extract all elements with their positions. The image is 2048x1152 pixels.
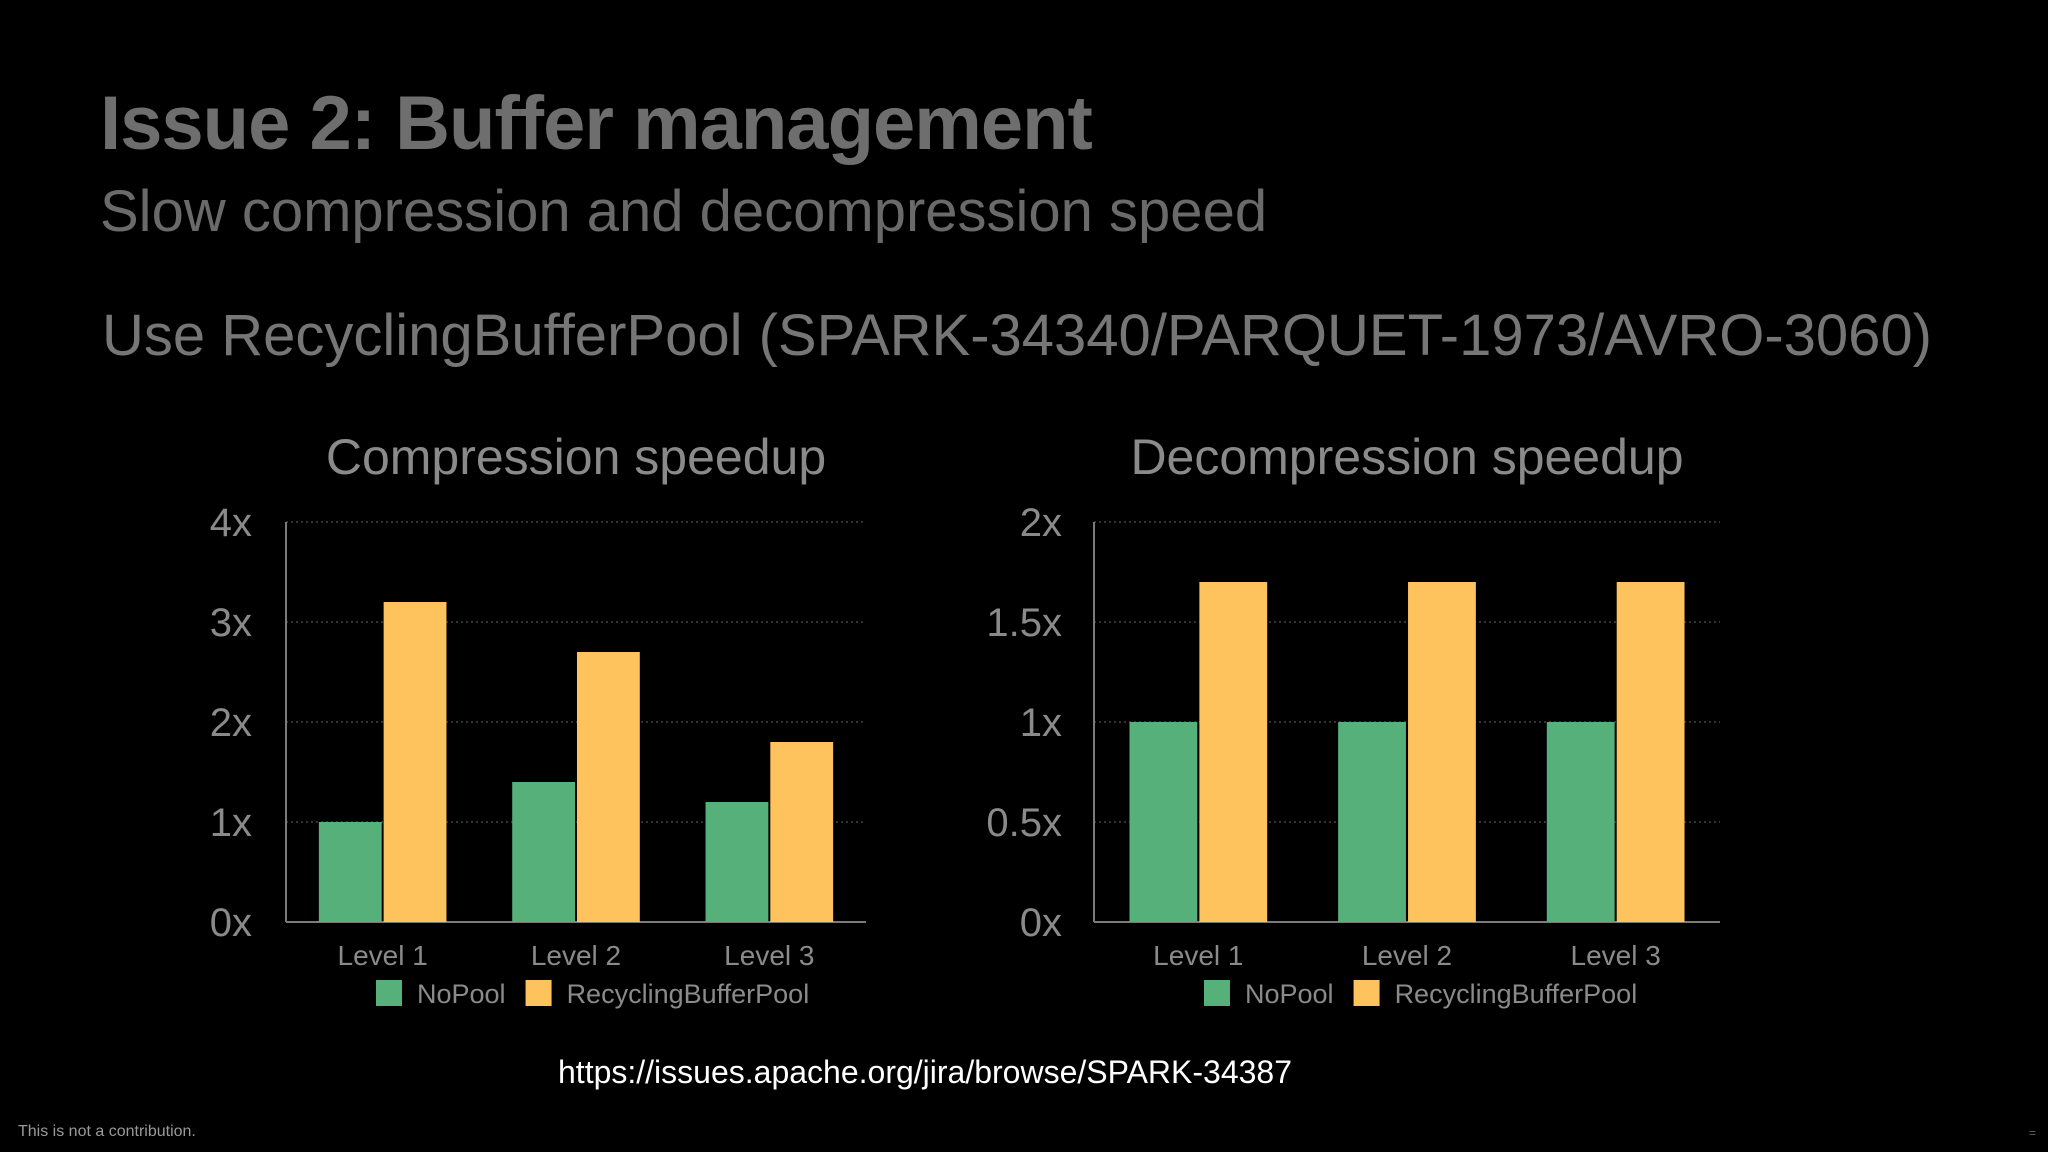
chart2-bar-recycling-1	[1199, 582, 1268, 922]
chart1-legend-swatch-nopool	[376, 980, 402, 1006]
slide-heading: Use RecyclingBufferPool (SPARK-34340/PAR…	[102, 303, 1932, 368]
chart2-bar-nopool-3	[1546, 722, 1615, 922]
chart2-y-tick-label: 0x	[1020, 901, 1062, 945]
chart2-bar-recycling-2	[1408, 582, 1476, 922]
chart1-legend-label-nopool: NoPool	[417, 979, 506, 1009]
chart1-bar-nopool-1	[318, 822, 382, 922]
chart2-legend-label-nopool: NoPool	[1245, 979, 1334, 1009]
chart1-category-label: Level 1	[338, 940, 428, 971]
chart2-bar-nopool-2	[1338, 722, 1406, 922]
chart1-legend-swatch-recycling	[525, 980, 552, 1006]
chart1-category-label: Level 2	[531, 940, 621, 971]
chart1-y-tick-label: 1x	[210, 801, 252, 845]
chart1-bar-recycling-2	[576, 652, 640, 922]
slide-subtitle: Slow compression and decompression speed	[100, 179, 1268, 244]
chart2-y-tick-label: 1x	[1020, 701, 1062, 745]
chart1-legend-label-recycling: RecyclingBufferPool	[567, 979, 810, 1009]
source-link[interactable]: https://issues.apache.org/jira/browse/SP…	[558, 1054, 1293, 1090]
corner-mark: =	[2028, 1126, 2036, 1140]
chart2-category-label: Level 1	[1153, 940, 1243, 971]
chart1-bar-recycling-1	[383, 602, 447, 922]
chart1-y-tick-label: 4x	[210, 501, 252, 545]
chart2-title: Decompression speedup	[1130, 429, 1683, 485]
chart1-y-tick-label: 2x	[210, 701, 252, 745]
chart2-category-label: Level 2	[1362, 940, 1452, 971]
chart2-legend-swatch-recycling	[1353, 980, 1380, 1006]
chart1-y-tick-label: 3x	[210, 601, 252, 645]
chart2-bar-recycling-3	[1616, 582, 1685, 922]
chart1-title: Compression speedup	[326, 429, 826, 485]
footer-note: This is not a contribution.	[18, 1123, 196, 1140]
chart1-bar-nopool-2	[512, 782, 576, 922]
chart2-y-tick-label: 2x	[1020, 501, 1062, 545]
chart2-y-tick-label: 0.5x	[986, 801, 1062, 845]
slide-title: Issue 2: Buffer management	[100, 81, 1093, 166]
chart2-y-tick-label: 1.5x	[986, 601, 1062, 645]
chart2-legend-label-recycling: RecyclingBufferPool	[1395, 979, 1638, 1009]
chart2-bar-nopool-1	[1129, 722, 1198, 922]
chart1-y-tick-label: 0x	[210, 901, 252, 945]
chart2-category-label: Level 3	[1571, 940, 1661, 971]
chart2-legend-swatch-nopool	[1204, 980, 1230, 1006]
chart1-bar-nopool-3	[705, 802, 769, 922]
chart1-category-label: Level 3	[724, 940, 814, 971]
chart1-bar-recycling-3	[770, 742, 834, 922]
